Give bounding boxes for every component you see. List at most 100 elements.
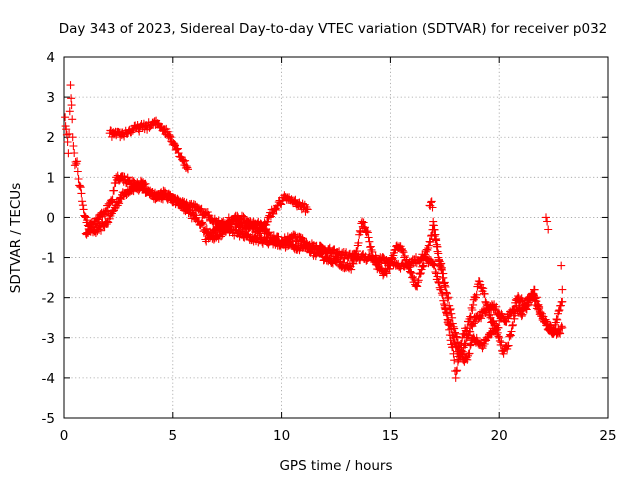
data-point [443,318,452,327]
data-point [448,343,457,351]
data-point [499,349,508,358]
data-point [463,355,472,364]
data-point [399,248,408,257]
data-point [449,322,458,331]
data-point [554,307,563,316]
data-point [555,306,564,315]
data-point [141,179,150,188]
data-point [76,183,85,192]
data-point [427,197,436,206]
data-point [527,296,536,305]
data-point [497,309,506,318]
data-point [403,261,412,270]
grid-lines [64,57,608,418]
x-axis: 0 5 10 15 20 25 [60,57,617,444]
y-tick-label: 3 [46,90,55,106]
data-point [480,289,489,298]
data-point [386,261,395,270]
data-point [424,241,433,250]
data-point [179,156,187,165]
data-point [358,217,367,226]
data-point [482,300,491,309]
data-point [458,333,467,342]
y-tick-label: 4 [46,50,55,66]
data-point [365,237,374,246]
data-point [532,293,541,302]
data-point [452,367,461,376]
data-point [443,311,451,320]
data-point [434,249,443,258]
data-point [426,238,435,247]
data-point [441,282,450,291]
data-point [73,157,82,166]
data-point [153,119,162,128]
data-point [505,332,514,341]
data-point [507,327,516,336]
data-point [179,157,188,166]
data-point [135,183,144,192]
data-point [543,217,552,226]
data-point [67,101,76,110]
data-point [430,232,439,241]
chart-title: Day 343 of 2023, Sidereal Day-to-day VTE… [59,21,608,37]
data-point [239,212,248,221]
data-point [484,333,493,342]
data-point [412,281,421,290]
data-point [442,288,451,297]
data-point [183,163,192,172]
data-point [78,197,87,206]
data-point [398,244,406,253]
data-point [453,366,462,375]
data-point [550,328,559,337]
data-point [265,228,274,237]
data-point [468,306,477,314]
data-point [83,216,92,225]
data-point [416,270,425,279]
data-point [113,201,122,210]
data-point [534,300,543,309]
data-point [93,227,102,236]
data-point [198,218,207,227]
data-point [474,277,483,285]
data-point [407,269,416,278]
data-point [429,217,438,226]
data-point [558,285,567,294]
data-point [466,312,475,321]
x-tick-label: 0 [60,428,69,444]
x-tick-label: 20 [491,428,508,444]
data-point [518,310,527,319]
data-point [215,224,224,233]
data-point [204,211,213,219]
data-point [477,283,486,292]
data-point [184,165,192,174]
data-point [197,204,206,213]
data-point [198,220,207,229]
data-point [436,262,445,271]
data-point [522,305,531,314]
data-point [437,263,446,272]
data-point [509,320,517,329]
data-point [449,349,458,358]
data-point [444,319,453,328]
data-point [68,115,77,124]
data-point [556,301,565,310]
data-point [530,285,539,294]
data-point [506,331,515,340]
data-point [173,145,182,154]
x-tick-label: 5 [169,428,178,444]
data-point [354,238,363,247]
data-point [542,213,550,222]
data-point [440,300,449,309]
data-point [102,207,111,216]
data-point [61,113,70,122]
data-point [65,107,74,116]
data-point [419,262,428,271]
y-tick-label: 0 [46,210,55,226]
data-point [359,218,368,227]
data-point [371,254,380,263]
data-point [405,263,414,271]
data-point [429,225,438,234]
data-point [535,302,544,311]
data-point [492,302,501,311]
